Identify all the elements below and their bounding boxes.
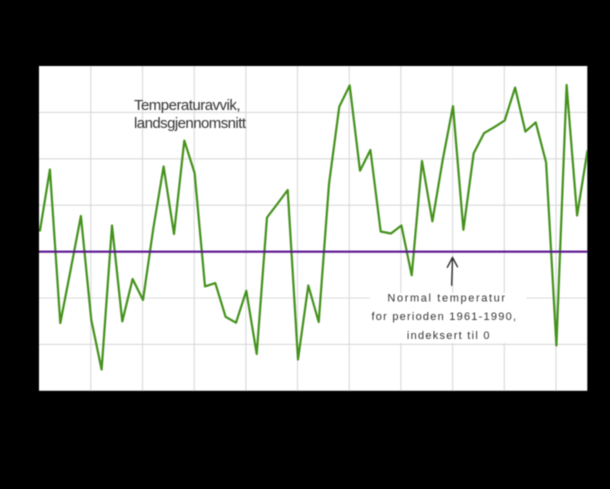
- svg-text:Temperaturavvik,: Temperaturavvik,: [134, 97, 241, 114]
- svg-text:Normal temperatur: Normal temperatur: [387, 293, 505, 305]
- svg-text:indeksert til 0: indeksert til 0: [407, 330, 490, 342]
- svg-text:landsgjennomsnitt: landsgjennomsnitt: [134, 115, 247, 132]
